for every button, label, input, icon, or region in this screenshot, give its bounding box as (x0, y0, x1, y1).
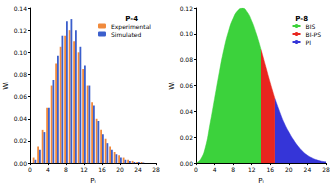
svg-text:Wᵢ: Wᵢ (2, 81, 10, 89)
svg-text:0.10: 0.10 (180, 30, 194, 37)
svg-text:PI: PI (306, 39, 312, 46)
svg-text:20: 20 (285, 166, 293, 173)
svg-text:28: 28 (152, 166, 160, 173)
svg-text:0.02: 0.02 (180, 134, 194, 141)
svg-text:0.02: 0.02 (14, 137, 28, 144)
svg-text:4: 4 (213, 166, 217, 173)
svg-text:16: 16 (98, 166, 106, 173)
svg-text:Experimental: Experimental (111, 23, 151, 31)
svg-text:0.06: 0.06 (180, 82, 194, 89)
svg-text:0: 0 (194, 166, 198, 173)
svg-text:0.12: 0.12 (180, 5, 194, 12)
svg-text:Wᵢ: Wᵢ (168, 81, 176, 89)
svg-text:Pᵢ: Pᵢ (90, 177, 95, 185)
svg-text:0.10: 0.10 (14, 49, 28, 56)
svg-text:BI-PS: BI-PS (306, 31, 322, 38)
svg-text:12: 12 (248, 166, 256, 173)
svg-text:0.08: 0.08 (14, 71, 28, 78)
svg-text:Simulated: Simulated (111, 31, 142, 38)
svg-text:0.14: 0.14 (14, 5, 28, 12)
svg-text:16: 16 (266, 166, 274, 173)
svg-text:24: 24 (134, 166, 142, 173)
svg-text:0.06: 0.06 (14, 93, 28, 100)
svg-text:8: 8 (231, 166, 235, 173)
svg-text:24: 24 (304, 166, 312, 173)
svg-text:20: 20 (116, 166, 124, 173)
svg-text:0.04: 0.04 (180, 108, 194, 115)
svg-text:BIS: BIS (306, 23, 316, 30)
svg-text:P-4: P-4 (125, 15, 138, 23)
svg-text:0.00: 0.00 (180, 160, 194, 167)
svg-text:0: 0 (28, 166, 32, 173)
svg-text:28: 28 (322, 166, 330, 173)
svg-text:0.04: 0.04 (14, 115, 28, 122)
svg-text:0.12: 0.12 (14, 27, 28, 34)
svg-text:Pᵢ: Pᵢ (258, 177, 263, 185)
svg-text:4: 4 (46, 166, 50, 173)
svg-text:12: 12 (80, 166, 88, 173)
svg-text:0.08: 0.08 (180, 56, 194, 63)
svg-text:P-8: P-8 (295, 15, 308, 23)
svg-text:0.00: 0.00 (14, 160, 28, 167)
svg-text:8: 8 (64, 166, 68, 173)
